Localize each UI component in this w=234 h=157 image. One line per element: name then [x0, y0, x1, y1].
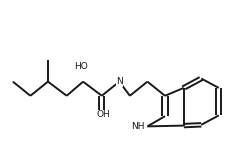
Text: OH: OH	[96, 110, 110, 119]
Text: N: N	[116, 77, 123, 86]
Text: NH: NH	[131, 122, 145, 131]
Text: O: O	[98, 111, 105, 120]
Text: HO: HO	[74, 62, 88, 71]
